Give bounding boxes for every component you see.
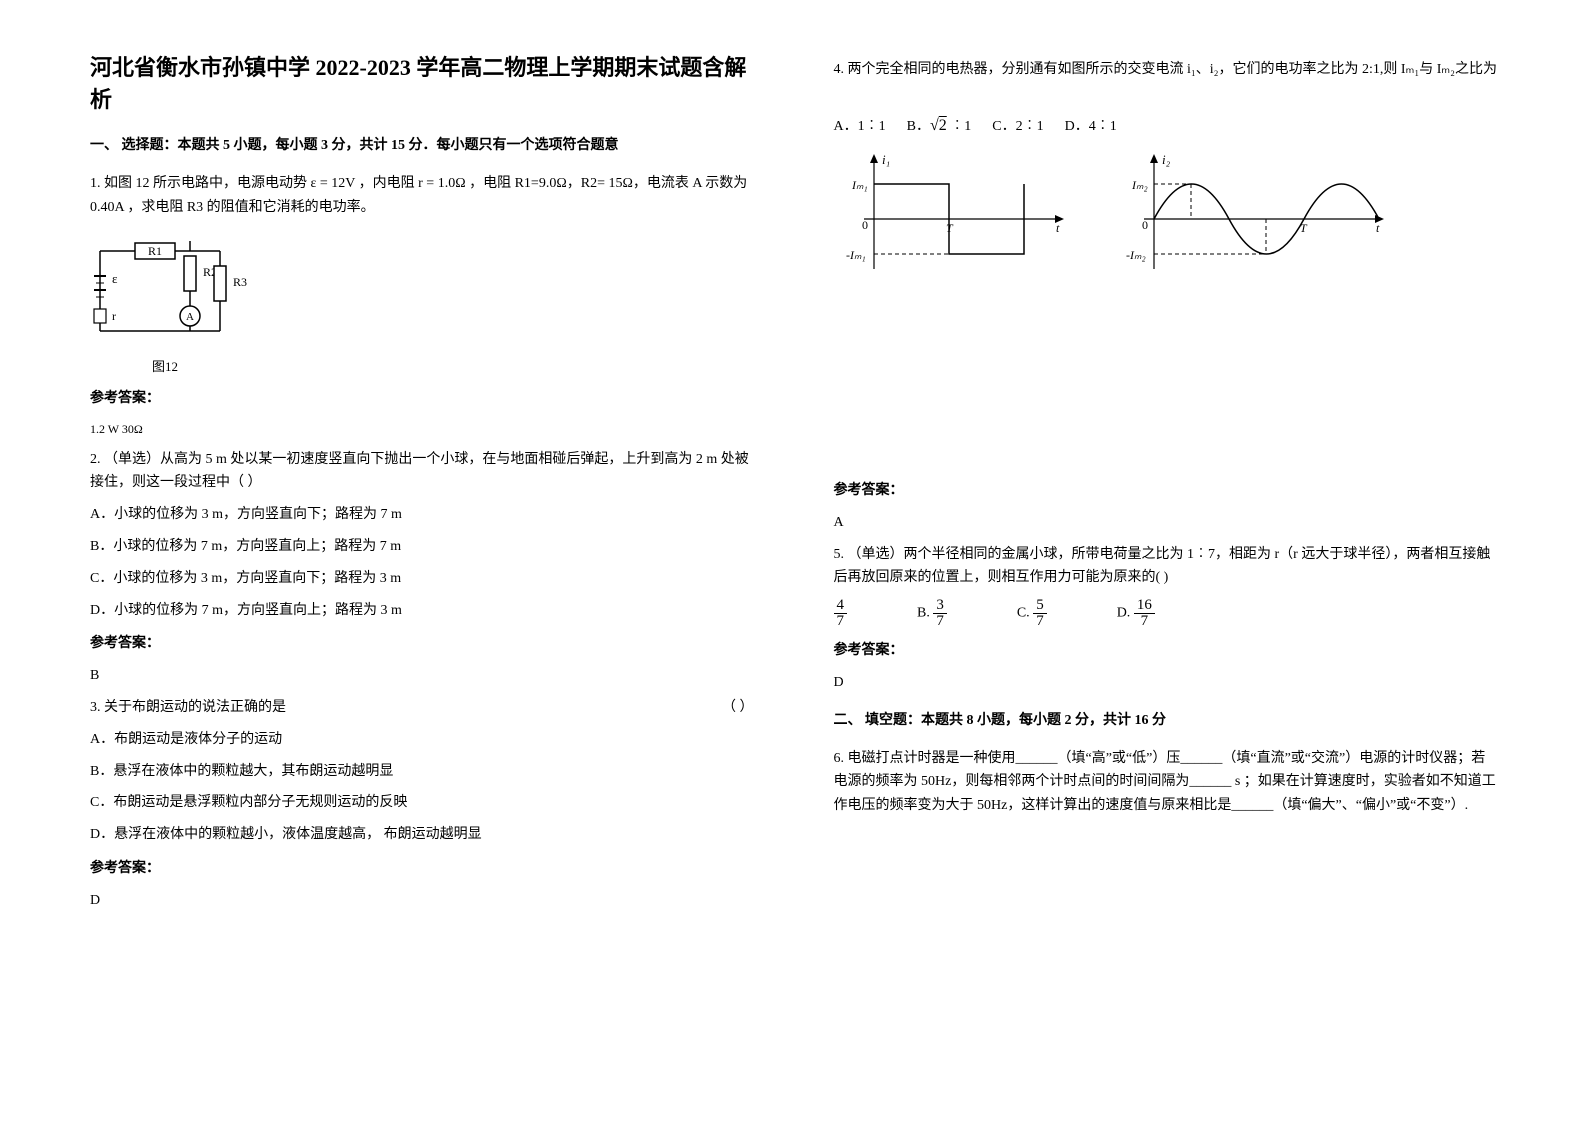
q3-opt-c: C．布朗运动是悬浮颗粒内部分子无规则运动的反映 — [90, 791, 754, 815]
section1-heading: 一、 选择题：本题共 5 小题，每小题 3 分，共计 15 分．每小题只有一个选… — [90, 134, 754, 158]
q2-answer-label: 参考答案： — [90, 632, 754, 656]
q4-opt-d: D．4︰1 — [1065, 119, 1117, 134]
circuit-svg: R1 R2 A R3 — [90, 231, 260, 351]
page: 河北省衡水市孙镇中学 2022-2023 学年高二物理上学期期末试题含解析 一、… — [0, 0, 1587, 971]
T1: T — [946, 221, 954, 235]
circuit-figure: R1 R2 A R3 — [90, 231, 754, 375]
waveform-charts: i₁ Iₘ₁ 0 -Iₘ₁ T t i₂ — [834, 149, 1498, 289]
fig12-caption: 图12 — [90, 356, 240, 375]
Im2-pos: Iₘ₂ — [1131, 178, 1148, 192]
q1-answer-label: 参考答案： — [90, 387, 754, 411]
q5-answer-label: 参考答案： — [834, 639, 1498, 663]
square-wave-chart: i₁ Iₘ₁ 0 -Iₘ₁ T t — [834, 149, 1074, 289]
left-column: 河北省衡水市孙镇中学 2022-2023 学年高二物理上学期期末试题含解析 一、… — [90, 50, 754, 921]
q3-text: 3. 关于布朗运动的说法正确的是 — [90, 696, 286, 720]
q5-text: 5. （单选）两个半径相同的金属小球，所带电荷量之比为 1︰7，相距为 r（r … — [834, 543, 1498, 591]
section2-heading: 二、 填空题：本题共 8 小题，每小题 2 分，共计 16 分 — [834, 709, 1498, 733]
q4-opt-b-prefix: B． — [907, 119, 930, 134]
q4-text: 4. 两个完全相同的电热器，分别通有如图所示的交变电流 i₁、i₂，它们的电功率… — [834, 58, 1498, 82]
q3-paren: （ ） — [722, 696, 754, 720]
q3-opt-d: D．悬浮在液体中的颗粒越小，液体温度越高， 布朗运动越明显 — [90, 823, 754, 847]
q5-opt-c: C. 57 — [1017, 598, 1047, 629]
q4-opt-c: C．2︰1 — [992, 119, 1043, 134]
q3-row: 3. 关于布朗运动的说法正确的是 （ ） — [90, 696, 754, 720]
ammeter-label: A — [186, 311, 194, 323]
q2-answer: B — [90, 664, 754, 688]
q2-opt-d: D．小球的位移为 7 m，方向竖直向上；路程为 3 m — [90, 599, 754, 623]
q3-opt-a: A．布朗运动是液体分子的运动 — [90, 728, 754, 752]
r-label: r — [112, 309, 116, 323]
q1-text: 1. 如图 12 所示电路中，电源电动势 ε = 12V ，内电阻 r = 1.… — [90, 172, 754, 220]
q2-text: 2. （单选）从高为 5 m 处以某一初速度竖直向下抛出一个小球，在与地面相碰后… — [90, 448, 754, 496]
q4-opt-a: A．1︰1 — [834, 119, 886, 134]
q6-text: 6. 电磁打点计时器是一种使用______（填“高”或“低”）压______（填… — [834, 747, 1498, 818]
q5-opt-d: D. 167 — [1117, 598, 1155, 629]
zero2: 0 — [1142, 218, 1148, 232]
t2: t — [1376, 221, 1380, 235]
q4-answer-label: 参考答案： — [834, 479, 1498, 503]
doc-title: 河北省衡水市孙镇中学 2022-2023 学年高二物理上学期期末试题含解析 — [90, 50, 754, 114]
q5-opt-b: B. 37 — [917, 598, 947, 629]
Im1-pos: Iₘ₁ — [851, 178, 868, 192]
q2-opt-b: B．小球的位移为 7 m，方向竖直向上；路程为 7 m — [90, 535, 754, 559]
r1-label: R1 — [148, 244, 162, 258]
q4-sqrt2: 2 — [939, 117, 947, 134]
sine-wave-chart: i₂ Iₘ₂ 0 -Iₘ₂ T t — [1114, 149, 1394, 289]
q4-options: A．1︰1 B．√2 ︰1 C．2︰1 D．4︰1 — [834, 112, 1498, 139]
zero1: 0 — [862, 218, 868, 232]
i1-label: i₁ — [882, 152, 890, 167]
q5-answer: D — [834, 671, 1498, 695]
q1-answer: 1.2 W 30Ω — [90, 419, 754, 439]
Im1-neg: -Iₘ₁ — [846, 248, 866, 262]
q3-opt-b: B．悬浮在液体中的颗粒越大，其布朗运动越明显 — [90, 760, 754, 784]
q4-opt-b-suffix: ︰1 — [947, 119, 972, 134]
eps-label: ε — [112, 271, 118, 286]
q4-answer: A — [834, 511, 1498, 535]
q3-answer-label: 参考答案： — [90, 857, 754, 881]
right-column: 4. 两个完全相同的电热器，分别通有如图所示的交变电流 i₁、i₂，它们的电功率… — [834, 50, 1498, 921]
q2-opt-a: A．小球的位移为 3 m，方向竖直向下；路程为 7 m — [90, 503, 754, 527]
r3-label: R3 — [233, 275, 247, 289]
q5-opt-a: 47 — [834, 598, 848, 629]
t1: t — [1056, 221, 1060, 235]
q3-answer: D — [90, 889, 754, 913]
Im2-neg: -Iₘ₂ — [1126, 248, 1146, 262]
q5-options: 47 B. 37 C. 57 D. 167 — [834, 598, 1498, 629]
T2: T — [1300, 221, 1308, 235]
i2-label: i₂ — [1162, 152, 1171, 167]
spacer — [834, 309, 1498, 469]
q2-opt-c: C．小球的位移为 3 m，方向竖直向下；路程为 3 m — [90, 567, 754, 591]
